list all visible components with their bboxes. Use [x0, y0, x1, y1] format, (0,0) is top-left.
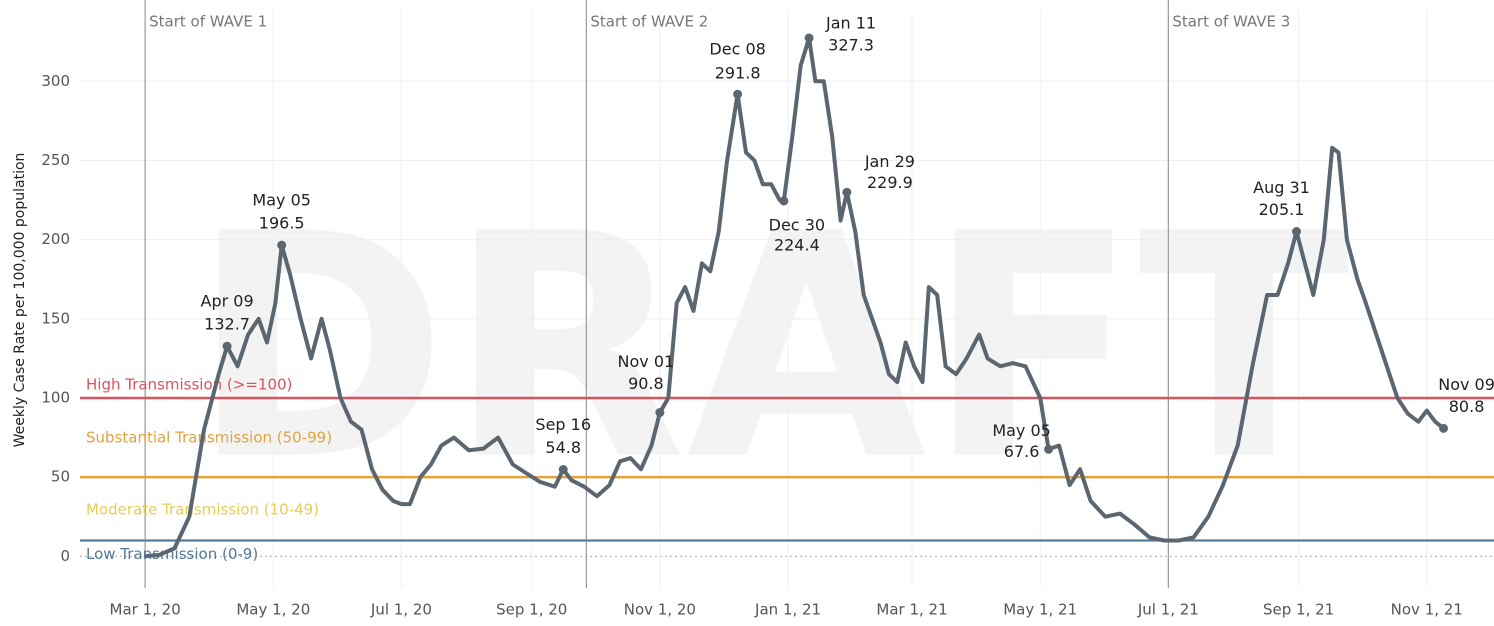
x-tick-label: May 1, 20 — [236, 601, 310, 619]
y-tick-label: 200 — [41, 230, 70, 248]
x-tick-label: Jul 1, 20 — [370, 601, 432, 619]
annotation-date: Apr 09 — [201, 292, 254, 311]
wave-label: Start of WAVE 3 — [1172, 13, 1290, 31]
watermark: DRAFT — [190, 168, 1351, 529]
threshold-label: Low Transmission (0-9) — [86, 545, 258, 563]
y-tick-label: 0 — [60, 547, 70, 565]
x-tick-label: Mar 1, 20 — [110, 601, 181, 619]
annotation-point — [655, 408, 665, 418]
wave-label: Start of WAVE 1 — [149, 13, 267, 31]
annotation-value: 196.5 — [259, 214, 305, 233]
y-tick-label: 300 — [41, 72, 70, 90]
y-tick-label: 150 — [41, 309, 70, 327]
annotation-date: Aug 31 — [1253, 178, 1310, 197]
x-tick-label: Sep 1, 20 — [496, 601, 567, 619]
y-axis-label: Weekly Case Rate per 100,000 population — [12, 153, 28, 448]
annotation-date: Jan 11 — [825, 14, 876, 33]
annotation-value: 67.6 — [1004, 442, 1040, 461]
y-tick-label: 250 — [41, 151, 70, 169]
annotation-point — [558, 465, 568, 475]
annotation-point — [842, 187, 852, 197]
annotation-value: 229.9 — [867, 173, 913, 192]
y-tick-label: 50 — [51, 468, 70, 486]
x-tick-label: Sep 1, 21 — [1263, 601, 1334, 619]
annotation-point — [804, 33, 814, 43]
annotation-date: May 05 — [992, 421, 1051, 440]
annotation-value: 132.7 — [204, 315, 250, 334]
annotation-point — [1292, 227, 1302, 237]
annotation-date: May 05 — [252, 191, 311, 210]
x-tick-label: Mar 1, 21 — [876, 601, 947, 619]
annotation-value: 224.4 — [774, 235, 820, 254]
x-tick-label: May 1, 21 — [1003, 601, 1077, 619]
y-tick-label: 100 — [41, 388, 70, 406]
annotation-date: Nov 09 — [1438, 375, 1494, 394]
threshold-label: Substantial Transmission (50-99) — [86, 428, 332, 446]
threshold-label: High Transmission (>=100) — [86, 375, 292, 393]
wave-label: Start of WAVE 2 — [590, 13, 708, 31]
x-tick-label: Jul 1, 21 — [1137, 601, 1199, 619]
annotation-value: 54.8 — [545, 438, 581, 457]
annotation-date: Jan 29 — [864, 152, 915, 171]
line — [144, 36, 1445, 559]
annotation-point — [1044, 444, 1054, 454]
annotation-date: Dec 30 — [769, 215, 825, 234]
annotation-point — [277, 240, 287, 250]
annotation-date: Sep 16 — [535, 415, 591, 434]
annotation-point — [1439, 423, 1449, 433]
annotation-value: 205.1 — [1259, 200, 1305, 219]
annotation-date: Dec 08 — [709, 40, 765, 59]
x-tick-label: Jan 1, 21 — [754, 601, 821, 619]
annotation-value: 327.3 — [828, 36, 874, 55]
annotation-value: 90.8 — [628, 374, 664, 393]
annotation-value: 80.8 — [1449, 397, 1485, 416]
x-tick-label: Nov 1, 20 — [624, 601, 696, 619]
annotation-value: 291.8 — [715, 64, 761, 83]
annotation-point — [733, 89, 743, 99]
x-tick-label: Nov 1, 21 — [1391, 601, 1463, 619]
annotation-date: Nov 01 — [618, 352, 675, 371]
annotation-point — [779, 196, 789, 206]
threshold-label: Moderate Transmission (10-49) — [86, 501, 319, 519]
annotation-point — [222, 341, 232, 351]
